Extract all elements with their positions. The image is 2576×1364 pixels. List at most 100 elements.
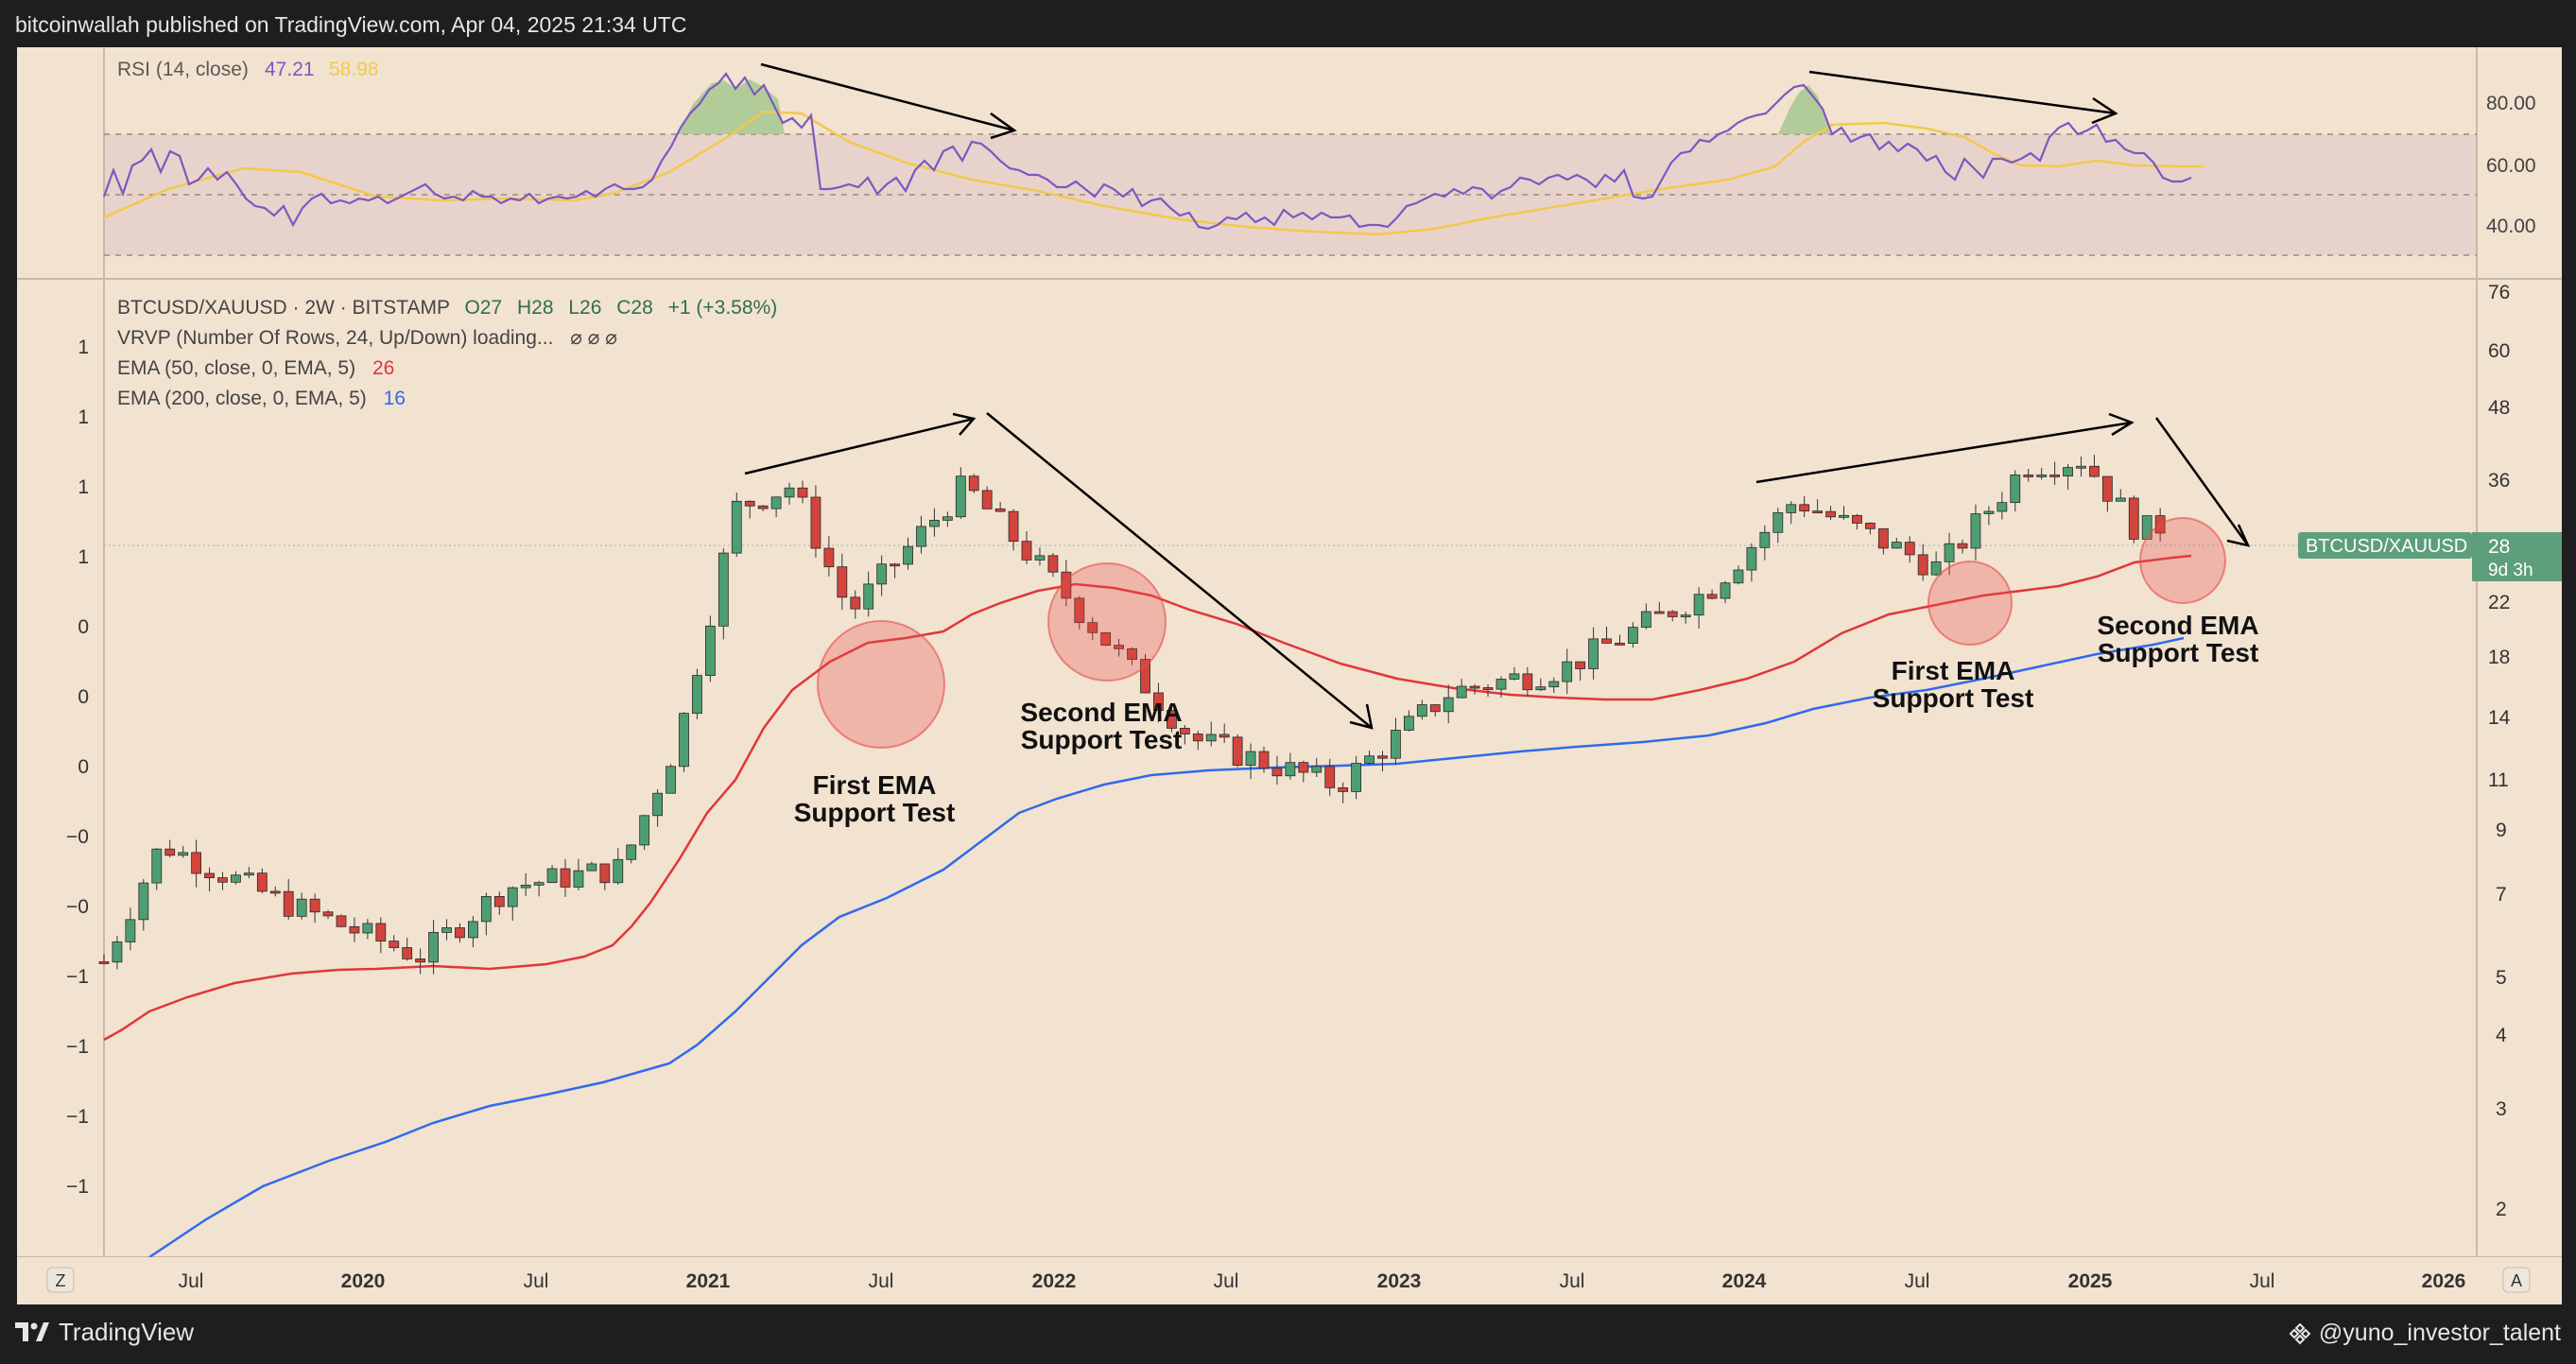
candle-body — [955, 475, 966, 518]
rsi-axis-label: 40.00 — [2486, 216, 2536, 237]
candle-body — [1839, 514, 1849, 518]
right-axis-label: 36 — [2488, 470, 2510, 492]
binance-icon — [2289, 1322, 2311, 1344]
candle-body — [1127, 647, 1137, 660]
rsi-legend-value: 47.21 — [265, 59, 315, 80]
candle-body — [2115, 497, 2126, 502]
candle-body — [1167, 710, 1177, 729]
candle-body — [1338, 786, 1349, 792]
candle-body — [1693, 594, 1704, 616]
publish-header: bitcoinwallah published on TradingView.c… — [0, 0, 2576, 47]
candle-body — [560, 868, 571, 888]
candle-body — [1245, 751, 1256, 766]
candle-body — [1825, 510, 1836, 518]
right-axis-label: 5 — [2496, 967, 2507, 989]
time-axis-label: 2024 — [1722, 1270, 1767, 1292]
candle-body — [2089, 465, 2100, 477]
auto-scale-button[interactable] — [2502, 1267, 2531, 1293]
candle-body — [1008, 510, 1019, 543]
time-axis-label: 2023 — [1377, 1270, 1422, 1292]
time-axis-label: Jul — [179, 1270, 204, 1292]
chart-background — [17, 47, 2562, 1304]
arrow-head — [990, 112, 1017, 140]
ema-50-line — [103, 554, 2192, 1042]
candle-body — [1640, 611, 1651, 629]
time-axis-label: 2020 — [341, 1270, 386, 1292]
candle-body — [1970, 513, 1981, 549]
candle-body — [151, 848, 163, 884]
symbol-price-tag — [2298, 532, 2472, 559]
candle-body — [2036, 475, 2048, 477]
ema50-legend: EMA (50, close, 0, EMA, 5) 26 — [117, 357, 394, 379]
candle-body — [204, 872, 215, 879]
candle-body — [1285, 762, 1296, 777]
candle-body — [573, 870, 584, 888]
candle-body — [968, 475, 979, 492]
vrvp-legend: VRVP (Number Of Rows, 24, Up/Down) loadi… — [117, 327, 617, 349]
annotation-line: Second EMA — [2097, 611, 2258, 640]
candle-body — [586, 863, 597, 872]
candle-body — [349, 925, 360, 934]
candle-body — [1205, 734, 1217, 742]
candle-body — [599, 863, 611, 884]
candle-body — [125, 919, 136, 942]
candle-body — [731, 500, 742, 554]
candle-body — [1799, 504, 1810, 512]
chart-canvas[interactable]: RSI (14, close) 47.21 58.98 80.00 60.00 … — [17, 47, 2562, 1304]
candle-body — [1047, 555, 1059, 573]
candle-body — [1706, 594, 1718, 599]
ema200-legend: EMA (200, close, 0, EMA, 5) 16 — [117, 388, 406, 409]
candle-body — [1772, 512, 1784, 533]
candle-body — [98, 961, 110, 964]
candle-body — [1034, 555, 1046, 561]
candle-body — [112, 941, 123, 963]
candle-body — [770, 496, 782, 509]
candle-body — [2023, 475, 2034, 477]
candle-body — [1074, 597, 1085, 624]
arrow-head — [1349, 703, 1374, 730]
candle-body — [402, 947, 413, 959]
candle-body — [890, 563, 900, 567]
candle-body — [256, 872, 268, 892]
candle-body — [309, 898, 320, 913]
rsi-ma-line — [103, 110, 2204, 236]
bar-countdown: 9d 3h — [2488, 561, 2533, 580]
annotation-line: Support Test — [2098, 638, 2259, 667]
candle-body — [1443, 697, 1454, 713]
arrow-head — [2226, 524, 2251, 547]
ema-200-line — [148, 636, 2185, 1259]
right-axis-label: 9 — [2496, 820, 2507, 841]
symbol-tag-label: BTCUSD/XAUUSD — [2306, 536, 2467, 557]
candle-body — [1548, 681, 1560, 688]
candle-body — [850, 596, 861, 610]
candle-body — [1482, 687, 1494, 690]
candle-body — [717, 552, 729, 627]
zoom-button-label: Z — [56, 1271, 66, 1290]
candle-body — [138, 882, 149, 921]
candle-body — [784, 487, 795, 498]
legend-low: L26 — [568, 297, 601, 319]
candle-body — [455, 927, 465, 939]
right-axis-label: 7 — [2496, 884, 2507, 906]
candle-body — [468, 921, 478, 939]
candle-body — [1140, 659, 1150, 694]
trend-arrow — [1755, 421, 2133, 484]
candle-body — [744, 500, 755, 507]
zoom-button[interactable] — [46, 1267, 75, 1293]
candle-body — [1114, 645, 1125, 649]
candle-body — [1153, 692, 1164, 712]
candle-body — [1087, 622, 1098, 633]
candle-body — [231, 874, 241, 883]
rsi-axis-label: 60.00 — [2486, 155, 2536, 177]
candle-body — [2128, 497, 2139, 540]
candle-body — [1667, 611, 1678, 617]
candle-body — [1653, 611, 1665, 614]
time-axis-label: Jul — [1214, 1270, 1239, 1292]
candle-body — [1562, 661, 1573, 682]
candle-body — [810, 496, 821, 549]
legend-change: +1 (+3.58%) — [668, 297, 778, 319]
tradingview-logo[interactable]: TradingView — [15, 1318, 194, 1347]
right-axis-label: 2 — [2496, 1199, 2507, 1220]
annotations: First EMA Support Test Second EMA Suppor… — [794, 611, 2259, 827]
candle-body — [916, 526, 926, 547]
